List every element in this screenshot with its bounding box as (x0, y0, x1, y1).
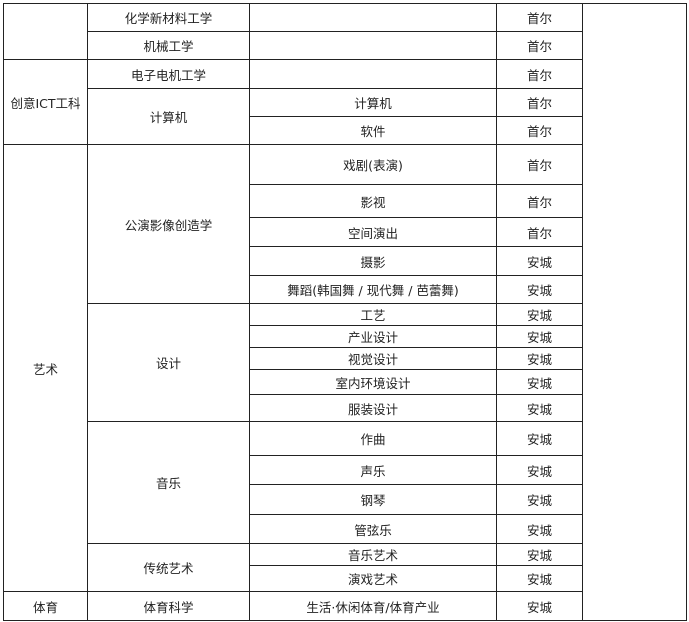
campus-cell: 安城 (496, 421, 583, 456)
campus-cell: 首尔 (496, 116, 583, 145)
table-row: 创意ICT工科 电子电机工学 首尔 (3, 59, 687, 145)
major-cell: 服装设计 (249, 394, 497, 422)
table-row: 软件 首尔 (4, 116, 687, 145)
campus-cell: 安城 (496, 369, 583, 395)
major-cell: 生活·休闲体育/体育产业 (249, 591, 497, 621)
campus-cell: 安城 (496, 303, 583, 326)
table-row: 演戏艺术 安城 (4, 565, 687, 592)
campus-cell: 安城 (496, 484, 583, 515)
dept-cell: 化学新材料工学 (87, 3, 250, 32)
major-cell (249, 31, 497, 60)
campus-cell: 安城 (496, 275, 583, 304)
campus-cell: 安城 (496, 543, 583, 566)
major-cell: 视觉设计 (249, 347, 497, 370)
major-cell: 钢琴 (249, 484, 497, 515)
campus-cell: 安城 (496, 514, 583, 544)
major-cell: 作曲 (249, 421, 497, 456)
campus-cell: 安城 (496, 565, 583, 592)
dept-cell: 设计 (87, 303, 250, 422)
major-cell: 声乐 (249, 455, 497, 485)
campus-cell: 首尔 (496, 59, 583, 89)
dept-cell: 计算机 (87, 88, 250, 145)
major-cell: 软件 (249, 116, 497, 145)
dept-cell: 音乐 (87, 421, 250, 544)
group-cell (3, 3, 88, 60)
table-row: 舞蹈(韩国舞 / 现代舞 / 芭蕾舞) 安城 (4, 275, 687, 304)
dept-cell: 体育科学 (87, 591, 250, 621)
dept-cell: 机械工学 (87, 31, 250, 60)
campus-cell: 安城 (496, 394, 583, 422)
major-cell: 影视 (249, 184, 497, 218)
major-cell (249, 3, 497, 32)
table-row: 艺术 公演影像创造学 戏剧(表演) 首尔 (3, 144, 687, 592)
major-cell: 戏剧(表演) (249, 144, 497, 185)
major-cell: 工艺 (249, 303, 497, 326)
dept-cell: 电子电机工学 (87, 59, 250, 89)
dept-cell: 传统艺术 (87, 543, 250, 592)
campus-cell: 首尔 (496, 3, 583, 32)
campus-cell: 首尔 (496, 217, 583, 247)
dept-cell: 公演影像创造学 (87, 144, 250, 304)
campus-cell: 安城 (496, 455, 583, 485)
group-cell: 体育 (3, 591, 88, 621)
major-cell: 产业设计 (249, 325, 497, 348)
table-row: 计算机 计算机 首尔 (4, 88, 687, 145)
major-cell: 摄影 (249, 246, 497, 276)
campus-cell: 安城 (496, 591, 583, 621)
major-cell: 计算机 (249, 88, 497, 117)
campus-cell: 首尔 (496, 88, 583, 117)
table-row: 化学新材料工学 首尔 (3, 3, 687, 621)
group-cell: 艺术 (3, 144, 88, 592)
table-row: 声乐 安城 (4, 455, 687, 485)
campus-cell: 安城 (496, 347, 583, 370)
majors-table: 化学新材料工学 首尔 机械工学 首尔 创意ICT工科 电子电机工学 首尔 计算机… (3, 3, 687, 621)
major-cell: 管弦乐 (249, 514, 497, 544)
major-cell: 空间演出 (249, 217, 497, 247)
campus-cell: 首尔 (496, 31, 583, 60)
table-row: 音乐 作曲 安城 (4, 421, 687, 544)
table-row: 体育 体育科学 生活·休闲体育/体育产业 安城 (3, 591, 687, 621)
major-cell: 音乐艺术 (249, 543, 497, 566)
group-cell: 创意ICT工科 (3, 59, 88, 145)
major-cell: 室内环境设计 (249, 369, 497, 395)
table-row: 管弦乐 安城 (4, 514, 687, 544)
campus-cell: 首尔 (496, 144, 583, 185)
major-cell (249, 59, 497, 89)
campus-cell: 安城 (496, 246, 583, 276)
campus-cell: 安城 (496, 325, 583, 348)
blank-column (582, 3, 687, 621)
campus-cell: 首尔 (496, 184, 583, 218)
major-cell: 舞蹈(韩国舞 / 现代舞 / 芭蕾舞) (249, 275, 497, 304)
major-cell: 演戏艺术 (249, 565, 497, 592)
table-row: 空间演出 首尔 (4, 217, 687, 247)
table-row: 设计 工艺 安城 (4, 303, 687, 422)
table-row: 钢琴 安城 (4, 484, 687, 515)
